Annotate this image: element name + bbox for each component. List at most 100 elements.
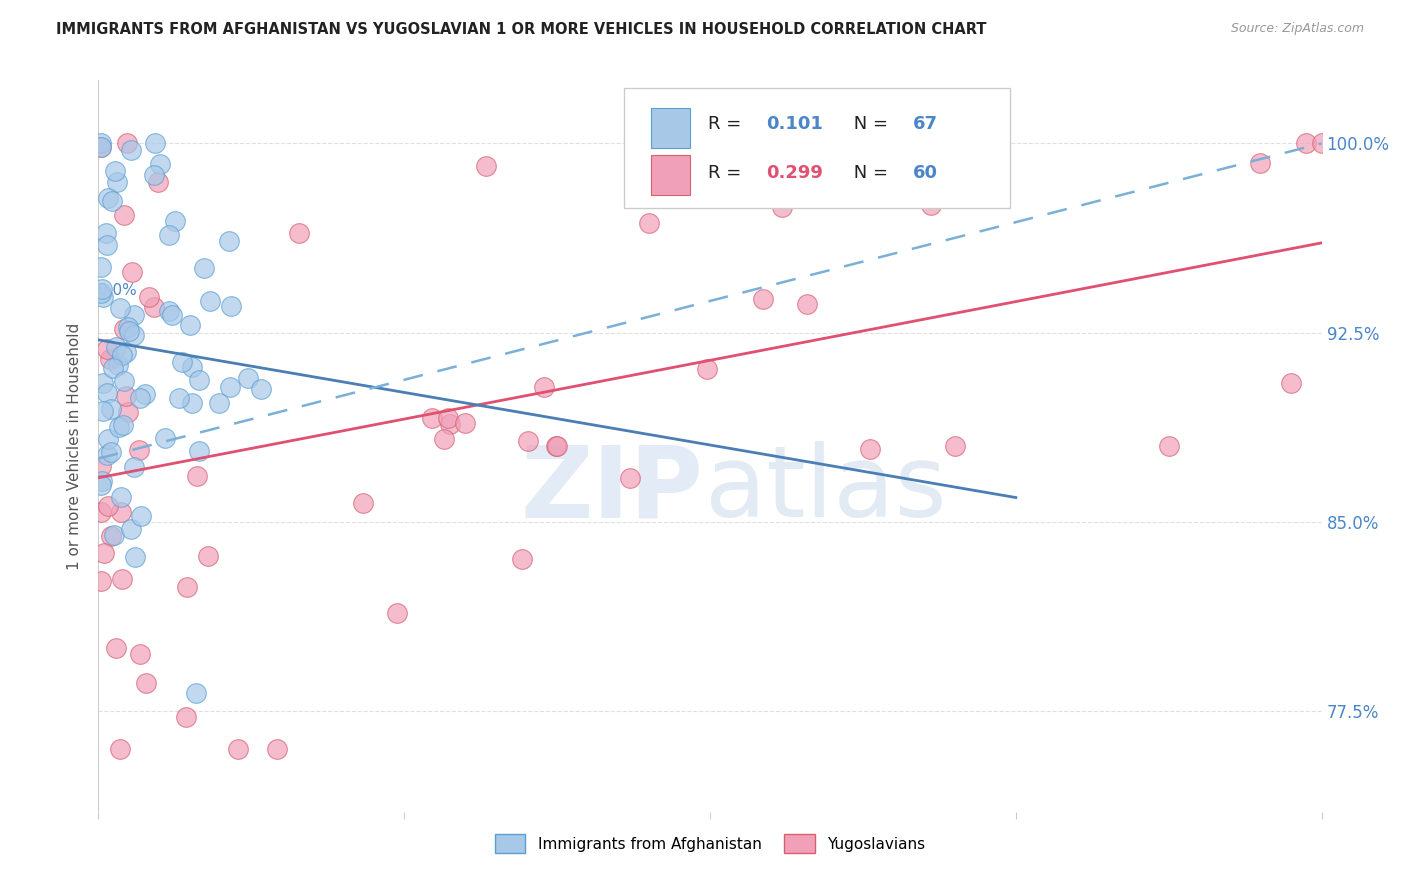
Point: [437, 410, 460, 425]
Point: [352, 496, 374, 510]
Text: N =: N =: [848, 164, 894, 182]
Point: [176, 709, 198, 723]
Point: [114, 388, 136, 402]
Point: [110, 490, 132, 504]
Point: [1279, 376, 1302, 390]
Point: [176, 580, 198, 594]
Point: [121, 265, 143, 279]
Point: [186, 686, 208, 700]
Point: [143, 136, 166, 151]
Point: [143, 300, 166, 314]
Point: [124, 550, 146, 565]
Point: [111, 348, 134, 362]
Point: [1310, 136, 1333, 151]
Point: [112, 322, 135, 336]
Point: [118, 324, 141, 338]
Point: [193, 260, 215, 275]
Point: [439, 417, 461, 431]
Point: [149, 157, 172, 171]
Point: [228, 741, 250, 756]
Point: [146, 175, 169, 189]
Point: [91, 290, 114, 304]
Point: [208, 396, 231, 410]
Text: R =: R =: [707, 115, 747, 133]
Point: [90, 505, 112, 519]
Point: [91, 474, 114, 488]
Point: [186, 469, 208, 483]
Point: [143, 168, 166, 182]
Point: [120, 522, 142, 536]
Point: [180, 395, 202, 409]
Point: [134, 386, 156, 401]
Text: N =: N =: [848, 115, 894, 133]
Point: [90, 574, 112, 588]
Point: [105, 640, 128, 655]
Text: ZIP: ZIP: [520, 442, 703, 539]
Point: [796, 297, 818, 311]
Point: [696, 362, 718, 376]
Point: [172, 354, 194, 368]
Point: [96, 448, 118, 462]
Point: [90, 260, 112, 274]
Point: [135, 676, 157, 690]
Point: [90, 136, 112, 151]
Text: 0.0%: 0.0%: [98, 283, 138, 298]
Point: [107, 358, 129, 372]
Point: [454, 416, 477, 430]
Text: 67: 67: [912, 115, 938, 133]
Point: [187, 444, 209, 458]
Point: [110, 505, 132, 519]
Text: R =: R =: [707, 164, 747, 182]
Text: atlas: atlas: [706, 442, 948, 539]
Point: [218, 234, 240, 248]
Point: [117, 405, 139, 419]
Point: [1295, 136, 1317, 151]
Point: [108, 301, 131, 315]
Point: [165, 214, 187, 228]
Point: [96, 238, 118, 252]
Point: [433, 432, 456, 446]
Point: [115, 136, 138, 151]
Point: [90, 140, 112, 154]
Point: [103, 528, 125, 542]
Point: [128, 443, 150, 458]
Point: [219, 380, 242, 394]
Point: [1157, 439, 1180, 453]
Point: [97, 191, 120, 205]
Point: [188, 373, 211, 387]
Point: [516, 434, 538, 448]
Point: [751, 292, 773, 306]
Point: [91, 282, 114, 296]
Point: [160, 308, 183, 322]
Point: [546, 439, 568, 453]
Point: [104, 164, 127, 178]
Point: [510, 552, 533, 566]
Point: [101, 361, 124, 376]
Point: [112, 208, 135, 222]
Point: [110, 572, 132, 586]
Point: [943, 439, 966, 453]
Point: [157, 303, 180, 318]
Point: [97, 499, 120, 513]
Point: [266, 741, 288, 756]
Point: [100, 529, 122, 543]
Point: [236, 370, 259, 384]
Point: [385, 606, 408, 620]
Point: [138, 290, 160, 304]
Point: [221, 299, 243, 313]
Text: IMMIGRANTS FROM AFGHANISTAN VS YUGOSLAVIAN 1 OR MORE VEHICLES IN HOUSEHOLD CORRE: IMMIGRANTS FROM AFGHANISTAN VS YUGOSLAVI…: [56, 22, 987, 37]
Point: [90, 139, 112, 153]
Point: [180, 360, 202, 375]
Point: [475, 159, 498, 173]
Point: [111, 417, 134, 432]
Point: [129, 647, 152, 661]
Point: [96, 343, 118, 357]
Text: 0.299: 0.299: [766, 164, 823, 182]
Point: [197, 549, 219, 564]
Point: [105, 340, 128, 354]
Point: [108, 420, 131, 434]
Text: Source: ZipAtlas.com: Source: ZipAtlas.com: [1230, 22, 1364, 36]
Point: [97, 432, 120, 446]
Legend: Immigrants from Afghanistan, Yugoslavians: Immigrants from Afghanistan, Yugoslavian…: [489, 828, 931, 859]
Point: [619, 471, 641, 485]
